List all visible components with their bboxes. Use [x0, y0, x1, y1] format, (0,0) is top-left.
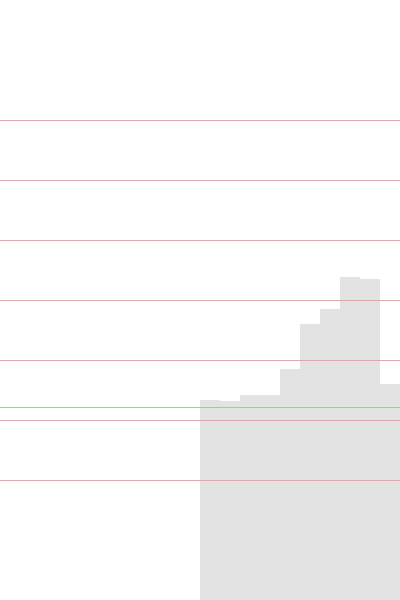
area-layer	[200, 277, 400, 600]
area-step	[220, 401, 240, 600]
area-step	[300, 324, 320, 600]
area-step	[240, 395, 260, 600]
area-step	[360, 279, 380, 600]
area-step	[260, 395, 280, 600]
grid-lines	[0, 120, 400, 481]
area-step	[380, 384, 400, 600]
area-step	[280, 369, 300, 600]
area-step	[340, 277, 360, 600]
area-step	[320, 309, 340, 600]
area-step	[200, 400, 220, 600]
